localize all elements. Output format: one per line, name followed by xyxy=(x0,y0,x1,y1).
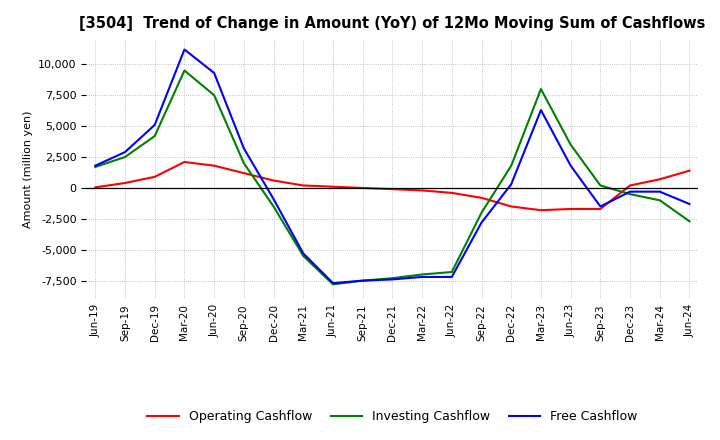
Title: [3504]  Trend of Change in Amount (YoY) of 12Mo Moving Sum of Cashflows: [3504] Trend of Change in Amount (YoY) o… xyxy=(79,16,706,32)
Investing Cashflow xyxy=(655,198,664,203)
Free Cashflow xyxy=(536,107,545,113)
Investing Cashflow xyxy=(299,253,307,259)
Free Cashflow xyxy=(685,202,694,207)
Investing Cashflow xyxy=(626,191,634,197)
Operating Cashflow xyxy=(150,174,159,180)
Investing Cashflow xyxy=(359,278,367,283)
Investing Cashflow xyxy=(121,154,130,160)
Operating Cashflow xyxy=(596,206,605,212)
Operating Cashflow xyxy=(328,184,337,189)
Operating Cashflow xyxy=(240,170,248,176)
Line: Investing Cashflow: Investing Cashflow xyxy=(95,70,690,284)
Investing Cashflow xyxy=(536,86,545,92)
Operating Cashflow xyxy=(210,163,218,169)
Operating Cashflow xyxy=(448,190,456,195)
Investing Cashflow xyxy=(150,133,159,139)
Investing Cashflow xyxy=(388,275,397,281)
Free Cashflow xyxy=(418,274,426,279)
Investing Cashflow xyxy=(418,272,426,277)
Free Cashflow xyxy=(388,277,397,282)
Free Cashflow xyxy=(477,220,486,225)
Investing Cashflow xyxy=(180,68,189,73)
Free Cashflow xyxy=(448,274,456,279)
Free Cashflow xyxy=(299,251,307,256)
Operating Cashflow xyxy=(567,206,575,212)
Investing Cashflow xyxy=(240,161,248,166)
Free Cashflow xyxy=(328,280,337,286)
Investing Cashflow xyxy=(596,183,605,188)
Operating Cashflow xyxy=(359,185,367,191)
Free Cashflow xyxy=(150,122,159,128)
Investing Cashflow xyxy=(448,269,456,275)
Free Cashflow xyxy=(210,70,218,76)
Investing Cashflow xyxy=(477,210,486,215)
Free Cashflow xyxy=(596,204,605,209)
Operating Cashflow xyxy=(299,183,307,188)
Line: Free Cashflow: Free Cashflow xyxy=(95,49,690,283)
Free Cashflow xyxy=(269,196,278,202)
Investing Cashflow xyxy=(507,163,516,169)
Free Cashflow xyxy=(567,163,575,169)
Free Cashflow xyxy=(359,278,367,283)
Operating Cashflow xyxy=(91,185,99,190)
Operating Cashflow xyxy=(269,178,278,183)
Investing Cashflow xyxy=(91,164,99,169)
Free Cashflow xyxy=(240,146,248,151)
Operating Cashflow xyxy=(655,176,664,182)
Operating Cashflow xyxy=(388,187,397,192)
Free Cashflow xyxy=(91,163,99,169)
Investing Cashflow xyxy=(567,142,575,147)
Operating Cashflow xyxy=(121,180,130,186)
Investing Cashflow xyxy=(210,92,218,98)
Operating Cashflow xyxy=(536,208,545,213)
Investing Cashflow xyxy=(269,204,278,209)
Line: Operating Cashflow: Operating Cashflow xyxy=(95,162,690,210)
Operating Cashflow xyxy=(626,183,634,188)
Operating Cashflow xyxy=(180,159,189,165)
Free Cashflow xyxy=(180,47,189,52)
Investing Cashflow xyxy=(328,282,337,287)
Operating Cashflow xyxy=(477,195,486,201)
Legend: Operating Cashflow, Investing Cashflow, Free Cashflow: Operating Cashflow, Investing Cashflow, … xyxy=(143,405,642,428)
Free Cashflow xyxy=(655,189,664,194)
Free Cashflow xyxy=(626,189,634,194)
Operating Cashflow xyxy=(418,188,426,193)
Free Cashflow xyxy=(507,182,516,187)
Investing Cashflow xyxy=(685,219,694,224)
Y-axis label: Amount (million yen): Amount (million yen) xyxy=(22,110,32,228)
Free Cashflow xyxy=(121,150,130,155)
Operating Cashflow xyxy=(507,204,516,209)
Operating Cashflow xyxy=(685,168,694,173)
